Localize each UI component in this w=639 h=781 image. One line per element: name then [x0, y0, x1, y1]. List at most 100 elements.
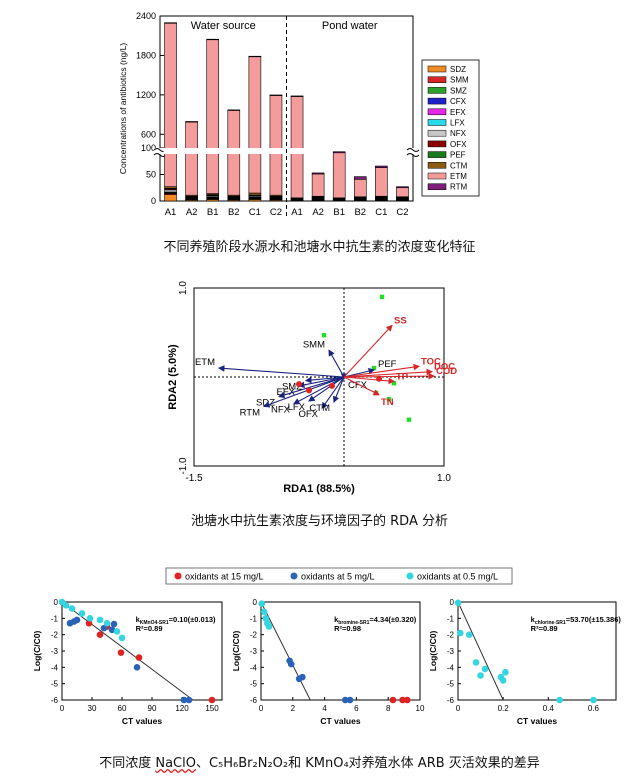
- y-tick-label: -3: [51, 647, 59, 656]
- vector-label-etm: ETM: [195, 357, 215, 368]
- data-point-ox5: [185, 696, 193, 704]
- y-tick-label: -2: [51, 631, 59, 640]
- y-tick-label: -4: [447, 663, 455, 672]
- bar-segment-rtm: [290, 95, 304, 97]
- bar-segment-rtm: [206, 38, 220, 41]
- legend-marker-ox05: [406, 572, 414, 580]
- legend-label-efx: EFX: [450, 108, 466, 117]
- data-point-ox05: [502, 668, 509, 676]
- x-tick-label: 0: [60, 704, 65, 713]
- x-tick-label: 0: [456, 704, 461, 713]
- figure-2-caption: 池塘水中抗生素浓度与环境因子的 RDA 分析: [191, 514, 448, 529]
- y-tick-label: -1.0: [178, 457, 189, 475]
- y-tick-label: -6: [447, 696, 455, 705]
- env-vector-ss: [343, 324, 393, 378]
- x-tick-label: B2: [228, 207, 240, 218]
- site-point: [379, 294, 385, 300]
- legend-label-pef: PEF: [450, 151, 466, 160]
- data-point-ox05: [465, 631, 473, 638]
- x-tick-label: 0.2: [498, 704, 510, 713]
- legend-label-ox5: oxidants at 5 mg/L: [301, 572, 375, 582]
- legend-swatch-rtm: [427, 183, 447, 190]
- vector-efx: [297, 376, 345, 389]
- k-subscript: bromine-SR1: [338, 620, 369, 626]
- x-tick-label: B2: [354, 207, 366, 218]
- fit-line: [61, 601, 194, 701]
- y-tick-label: -3: [447, 647, 455, 656]
- k-value: =4.34(±0.320): [369, 615, 416, 624]
- y-axis-label: Log(C/C0): [231, 631, 241, 672]
- vector-ctm: [332, 376, 345, 403]
- data-point-ox5: [100, 624, 108, 632]
- data-point-ox5: [133, 664, 141, 671]
- vector-nfx: [293, 376, 345, 405]
- figure-1-caption: 不同养殖阶段水源水和池塘水中抗生素的浓度变化特征: [163, 240, 476, 255]
- data-point-ox05: [62, 601, 70, 609]
- vector-smm: [328, 349, 345, 378]
- y-tick-label: -5: [447, 680, 455, 689]
- env-label-tn: TN: [381, 397, 394, 408]
- data-point-ox15: [208, 696, 216, 704]
- x-axis-label: CT values: [517, 716, 557, 726]
- legend-swatch-smm: [427, 76, 447, 83]
- legend-marker-ox5: [290, 572, 298, 580]
- data-point-ox15: [96, 631, 104, 638]
- bar-segment-etm: [206, 39, 220, 194]
- bar-segment-rtm: [248, 55, 262, 58]
- vector-ofx: [321, 376, 345, 410]
- legend-label-ctm: CTM: [450, 161, 468, 170]
- legend-label-lfx: LFX: [450, 119, 465, 128]
- legend-swatch-ctm: [427, 162, 447, 169]
- group-label-water-source: Water source: [191, 20, 256, 32]
- legend-swatch-smz: [427, 87, 447, 94]
- x-tick-label: 10: [416, 704, 425, 713]
- x-tick-label: B1: [207, 207, 219, 218]
- y-tick-label: -5: [51, 680, 59, 689]
- vector-lfx: [308, 376, 345, 402]
- bar-segment-etm: [332, 152, 346, 199]
- data-point-ox5: [110, 620, 118, 628]
- bar-break-gap: [268, 148, 283, 154]
- env-label-doc: DOC: [434, 362, 455, 373]
- data-point-ox05: [499, 677, 507, 684]
- k-subscript: chlorine-SR1: [535, 620, 566, 626]
- legend-swatch-lfx: [427, 119, 447, 126]
- x-tick-label: A2: [312, 207, 324, 218]
- bar-segment-rtm: [396, 186, 409, 189]
- data-point-ox5: [180, 696, 188, 704]
- group-label-pond-water: Pond water: [322, 20, 378, 32]
- axis-break-mark: [406, 153, 420, 157]
- bar-segment-rtm: [269, 94, 283, 96]
- k-symbol: k: [136, 615, 141, 624]
- x-tick-label: 2: [291, 704, 296, 713]
- legend-label-nfx: NFX: [450, 129, 467, 138]
- bar-segment-etm: [375, 167, 388, 197]
- data-point-ox5: [73, 616, 81, 624]
- vector-sdz: [277, 376, 345, 399]
- axis-break-mark: [406, 148, 420, 152]
- legend-swatch-cfx: [427, 97, 447, 105]
- caption-part-naclo: NaClO: [155, 756, 196, 771]
- legend-marker-ox15: [174, 572, 182, 580]
- bar-segment-etm: [164, 22, 177, 187]
- vector-smz: [304, 376, 345, 384]
- k-annotation: kchlorine-SR1=53.70(±15.386): [531, 615, 622, 626]
- vector-label-rtm: RTM: [240, 407, 260, 418]
- bar-break-gap: [205, 148, 220, 154]
- y-tick-label: 0: [151, 196, 156, 206]
- x-tick-label: 0.6: [588, 704, 600, 713]
- r2-annotation: R²=0.89: [136, 624, 163, 633]
- x-tick-label: 0: [259, 704, 264, 713]
- bar-segment-rtm: [332, 151, 346, 154]
- x-axis-label: CT values: [122, 716, 162, 726]
- x-tick-label: 120: [175, 704, 189, 713]
- legend-label-ofx: OFX: [450, 140, 467, 149]
- x-tick-label: B1: [333, 207, 345, 218]
- vector-label-nfx: NFX: [271, 405, 291, 416]
- y-tick-label: -1: [51, 614, 59, 623]
- legend-label-ox15: oxidants at 15 mg/L: [185, 572, 264, 582]
- data-point-ox05: [481, 665, 489, 673]
- k-value: =53.70(±15.386): [566, 615, 622, 624]
- legend-label-ox05: oxidants at 0.5 mg/L: [417, 572, 498, 582]
- y-tick-label: -3: [250, 647, 258, 656]
